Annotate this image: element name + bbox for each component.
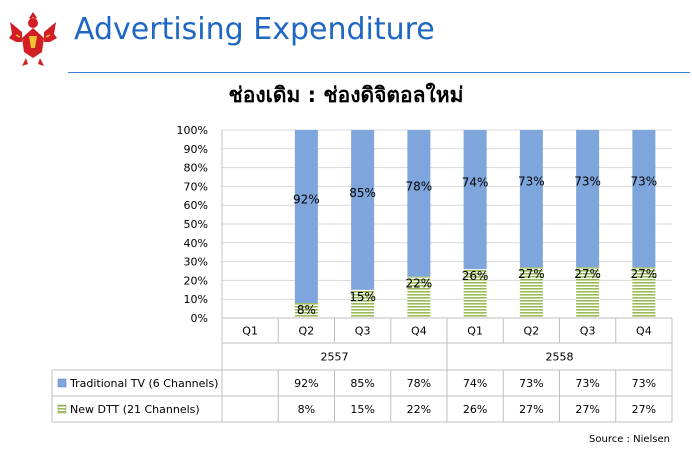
data-label: 8% (297, 303, 316, 317)
category-label: Q2 (299, 325, 315, 338)
table-value: 15% (350, 403, 374, 416)
data-label: 22% (406, 277, 433, 291)
garuda-emblem-icon (9, 12, 57, 66)
chart-title: ช่องเดิม : ช่องดิจิตอลใหม่ (228, 83, 464, 107)
category-label: Q4 (411, 325, 427, 338)
y-tick-label: 80% (184, 162, 208, 175)
bar-segment (463, 130, 487, 270)
category-label: Q3 (580, 325, 596, 338)
table-value: 74% (463, 377, 487, 390)
data-label: 78% (406, 179, 433, 193)
y-tick-label: 20% (184, 274, 208, 287)
category-label: Q3 (355, 325, 371, 338)
data-label: 26% (462, 269, 489, 283)
category-label: Q2 (524, 325, 540, 338)
data-label: 92% (293, 192, 320, 206)
bar-segment (576, 130, 600, 268)
data-label: 27% (574, 267, 601, 281)
data-label: 27% (631, 267, 658, 281)
bar-segment (632, 130, 656, 268)
category-label: Q4 (636, 325, 652, 338)
bar-segment (294, 302, 318, 318)
legend-swatch (57, 404, 67, 414)
y-tick-label: 60% (184, 199, 208, 212)
table-value: 73% (575, 377, 599, 390)
title-divider (68, 72, 690, 73)
table-value: 85% (350, 377, 374, 390)
data-label: 85% (349, 186, 376, 200)
legend-label: Traditional TV (6 Channels) (69, 377, 218, 390)
bar-segment (407, 276, 431, 318)
table-value: 73% (519, 377, 543, 390)
bar-segment (576, 267, 600, 318)
y-tick-label: 0% (191, 312, 208, 325)
table-value: 26% (463, 403, 487, 416)
bar-segment (351, 289, 375, 318)
data-label: 73% (574, 175, 601, 189)
data-label: 74% (462, 176, 489, 190)
source-note: Source : Nielsen (589, 434, 670, 445)
y-tick-label: 70% (184, 180, 208, 193)
bar-segment (351, 130, 375, 290)
bar-segment (407, 130, 431, 277)
bar-segment (519, 130, 543, 268)
table-value: 73% (632, 377, 656, 390)
table-value: 27% (575, 403, 599, 416)
group-label: 2558 (546, 351, 574, 364)
slide-title: Advertising Expenditure (74, 12, 435, 47)
y-tick-label: 10% (184, 293, 208, 306)
data-label: 73% (518, 175, 545, 189)
y-tick-label: 100% (177, 124, 208, 137)
group-label: 2557 (321, 351, 349, 364)
y-tick-label: 40% (184, 237, 208, 250)
legend-label: New DTT (21 Channels) (70, 403, 200, 416)
table-value: 22% (407, 403, 431, 416)
bar-segment (463, 269, 487, 318)
y-tick-label: 30% (184, 256, 208, 269)
category-label: Q1 (242, 325, 258, 338)
y-tick-label: 90% (184, 143, 208, 156)
data-label: 73% (631, 175, 658, 189)
table-value: 92% (294, 377, 318, 390)
bar-segment (519, 267, 543, 318)
bar-segment (294, 130, 318, 303)
table-value: 8% (298, 403, 315, 416)
table-value: 27% (632, 403, 656, 416)
category-label: Q1 (467, 325, 483, 338)
y-tick-label: 50% (184, 218, 208, 231)
table-value: 27% (519, 403, 543, 416)
table-value: 78% (407, 377, 431, 390)
data-label: 15% (349, 290, 376, 304)
bar-segment (632, 267, 656, 318)
legend-swatch (57, 378, 67, 388)
data-label: 27% (518, 267, 545, 281)
